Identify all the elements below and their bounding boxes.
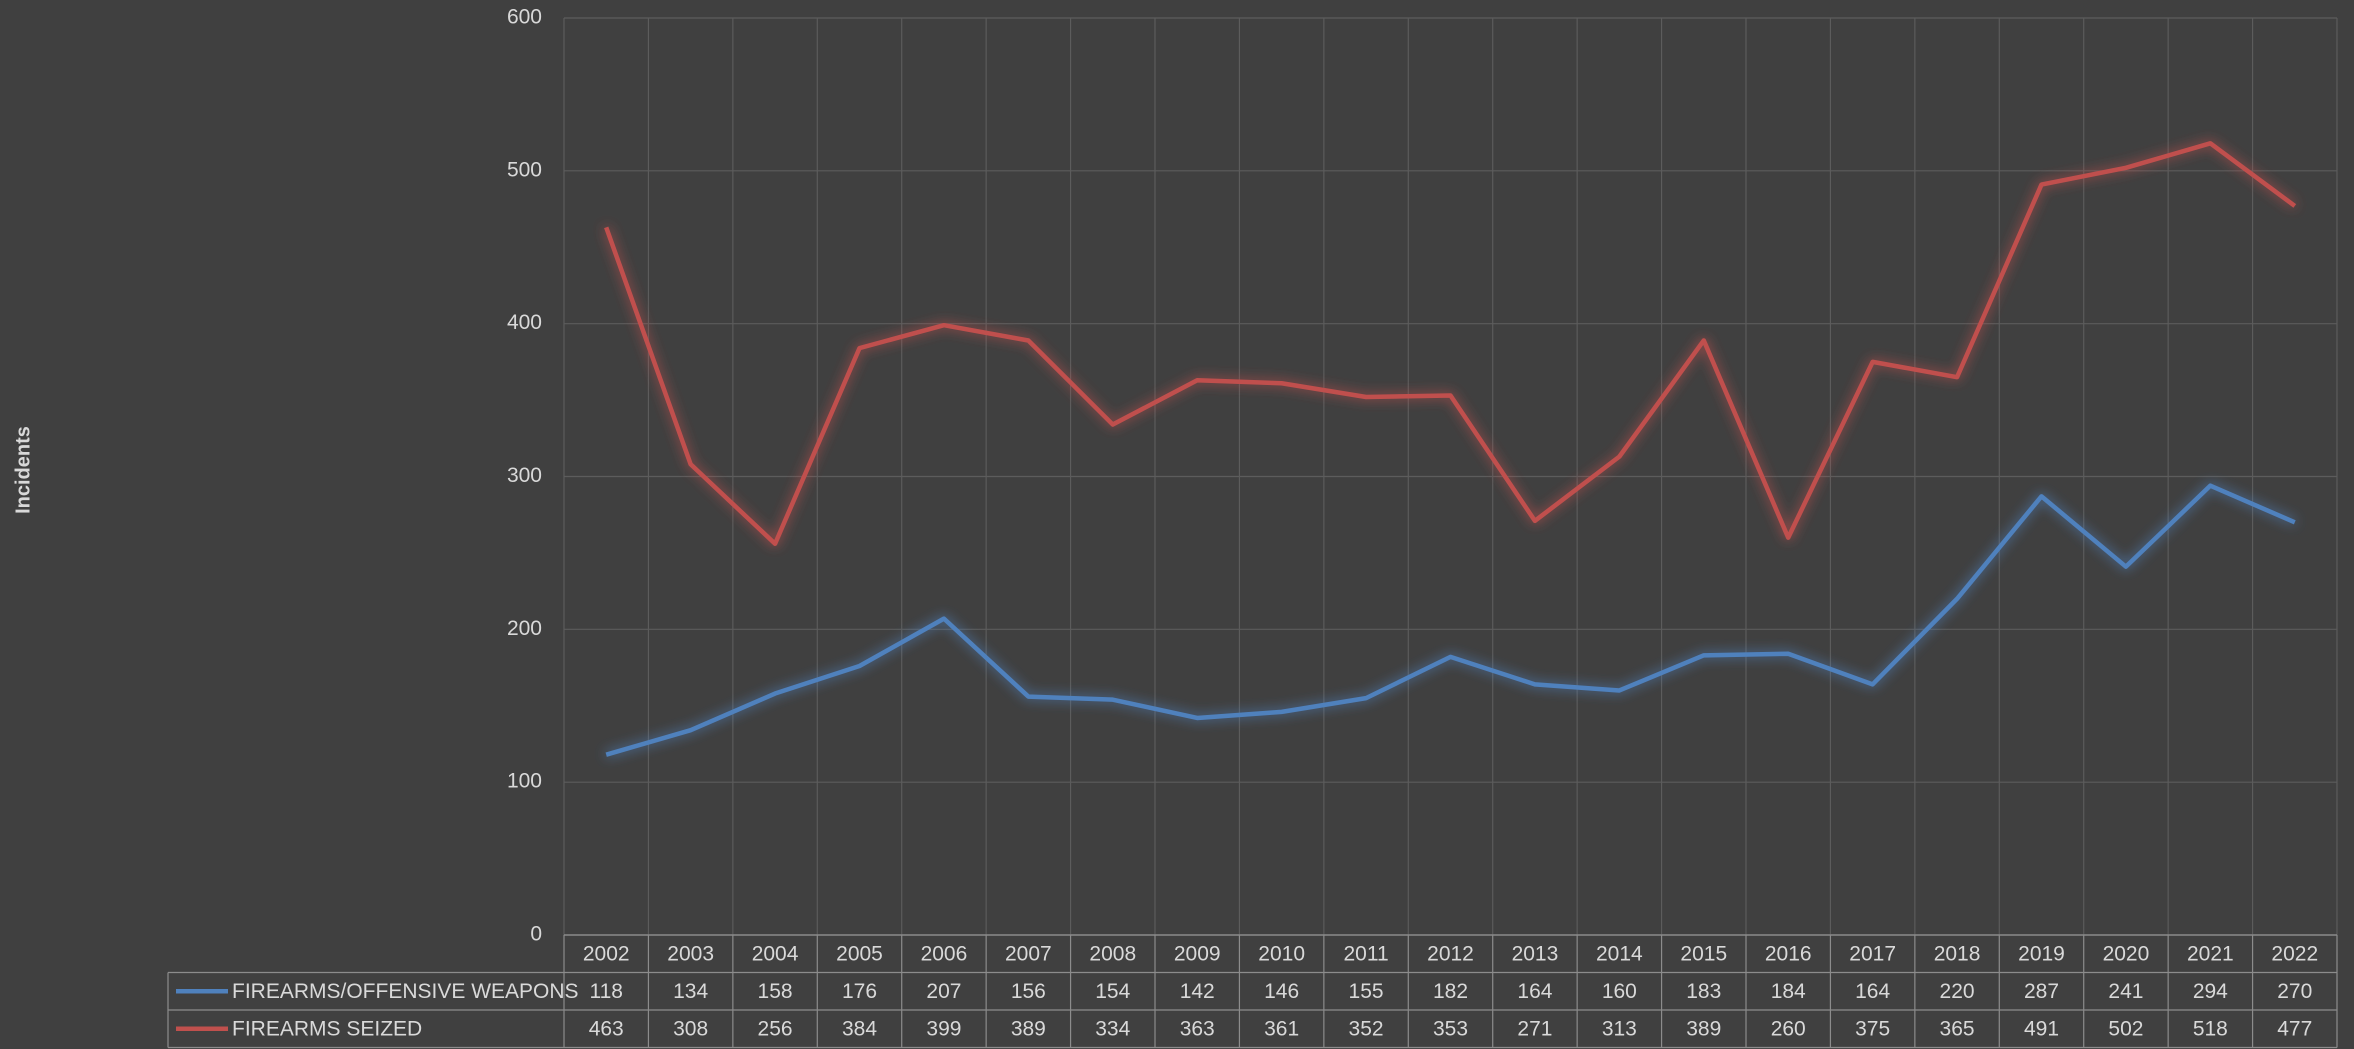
table-value: 491	[2024, 1017, 2059, 1040]
table-value: 365	[1940, 1017, 1975, 1040]
legend-label: FIREARMS SEIZED	[232, 1017, 422, 1040]
x-tick-label: 2015	[1680, 942, 1727, 965]
table-value: 155	[1349, 980, 1384, 1003]
table-value: 183	[1686, 980, 1721, 1003]
y-tick-label: 400	[507, 311, 542, 334]
table-value: 164	[1517, 980, 1552, 1003]
table-value: 294	[2193, 980, 2228, 1003]
y-tick-label: 100	[507, 770, 542, 793]
y-tick-label: 500	[507, 158, 542, 181]
table-value: 389	[1011, 1017, 1046, 1040]
table-value: 399	[926, 1017, 961, 1040]
table-value: 313	[1602, 1017, 1637, 1040]
line-series	[605, 483, 2296, 757]
y-axis-label: Incidents	[12, 426, 34, 514]
table-value: 389	[1686, 1017, 1721, 1040]
table-value: 207	[926, 980, 961, 1003]
table-value: 241	[2108, 980, 2143, 1003]
x-tick-label: 2017	[1849, 942, 1896, 965]
table-value: 361	[1264, 1017, 1299, 1040]
table-value: 477	[2277, 1017, 2312, 1040]
x-tick-label: 2014	[1596, 942, 1643, 965]
table-value: 502	[2108, 1017, 2143, 1040]
table-value: 118	[589, 980, 622, 1003]
x-tick-label: 2012	[1427, 942, 1474, 965]
table-value: 363	[1180, 1017, 1215, 1040]
x-tick-label: 2005	[836, 942, 883, 965]
y-tick-label: 300	[507, 464, 542, 487]
table-value: 308	[673, 1017, 708, 1040]
x-tick-label: 2019	[2018, 942, 2065, 965]
x-tick-label: 2010	[1258, 942, 1305, 965]
table-value: 160	[1602, 980, 1637, 1003]
x-tick-label: 2008	[1089, 942, 1136, 965]
x-tick-label: 2021	[2187, 942, 2234, 965]
x-tick-label: 2011	[1343, 942, 1388, 965]
y-tick-label: 200	[507, 617, 542, 640]
table-value: 384	[842, 1017, 877, 1040]
x-tick-label: 2013	[1512, 942, 1559, 965]
table-value: 142	[1180, 980, 1215, 1003]
table-value: 260	[1771, 1017, 1806, 1040]
line-series	[604, 141, 2297, 546]
table-value: 156	[1011, 980, 1046, 1003]
table-value: 287	[2024, 980, 2059, 1003]
table-value: 134	[673, 980, 708, 1003]
table-value: 270	[2277, 980, 2312, 1003]
legend-label: FIREARMS/OFFENSIVE WEAPONS	[232, 980, 579, 1003]
x-tick-label: 2018	[1934, 942, 1981, 965]
table-value: 176	[842, 980, 877, 1003]
table-value: 158	[758, 980, 793, 1003]
x-tick-label: 2003	[667, 942, 714, 965]
table-value: 334	[1095, 1017, 1130, 1040]
table-value: 375	[1855, 1017, 1890, 1040]
table-value: 184	[1771, 980, 1806, 1003]
table-value: 164	[1855, 980, 1890, 1003]
table-value: 353	[1433, 1017, 1468, 1040]
x-tick-label: 2007	[1005, 942, 1052, 965]
table-value: 220	[1940, 980, 1975, 1003]
table-value: 518	[2193, 1017, 2228, 1040]
table-value: 352	[1349, 1017, 1384, 1040]
y-tick-label: 0	[530, 923, 542, 946]
x-tick-label: 2016	[1765, 942, 1812, 965]
table-value: 146	[1264, 980, 1299, 1003]
x-tick-label: 2006	[921, 942, 968, 965]
x-tick-label: 2020	[2103, 942, 2150, 965]
x-tick-label: 2002	[583, 942, 630, 965]
table-value: 271	[1517, 1017, 1552, 1040]
x-tick-label: 2009	[1174, 942, 1221, 965]
x-tick-label: 2022	[2271, 942, 2318, 965]
y-tick-label: 600	[507, 6, 542, 29]
table-value: 182	[1433, 980, 1468, 1003]
table-value: 256	[758, 1017, 793, 1040]
table-value: 154	[1095, 980, 1130, 1003]
x-tick-label: 2004	[752, 942, 799, 965]
table-value: 463	[589, 1017, 624, 1040]
